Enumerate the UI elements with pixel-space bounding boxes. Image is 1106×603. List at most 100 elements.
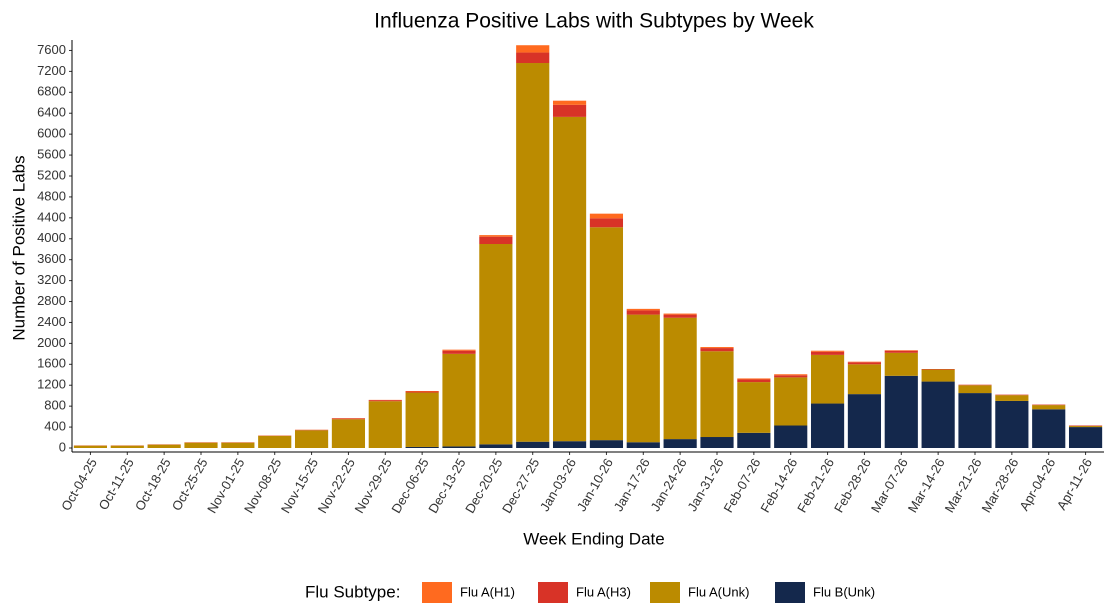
bar-segment bbox=[737, 378, 771, 380]
bar-segment bbox=[847, 364, 882, 395]
y-tick-label: 4400 bbox=[37, 209, 66, 224]
bar-segment bbox=[995, 394, 1029, 396]
bar-segment bbox=[958, 385, 992, 394]
y-tick-label: 2000 bbox=[37, 335, 66, 350]
bar-segment bbox=[1032, 404, 1066, 406]
bar-segment bbox=[294, 430, 329, 448]
bar-segment bbox=[774, 377, 808, 426]
bar-segment bbox=[847, 361, 882, 363]
bar-segment bbox=[884, 350, 918, 353]
bar-segment bbox=[589, 227, 624, 441]
bar-segment bbox=[479, 235, 513, 237]
bar-segment bbox=[147, 444, 181, 448]
y-tick-label: 5600 bbox=[37, 147, 66, 162]
x-tick-label: Jan-17-26 bbox=[611, 456, 653, 514]
bar-segment bbox=[442, 353, 476, 447]
y-tick-label: 1200 bbox=[37, 377, 66, 392]
x-axis-title: Week Ending Date bbox=[523, 529, 664, 548]
x-tick-label: Jan-10-26 bbox=[574, 456, 616, 514]
x-tick-label: Oct-04-25 bbox=[58, 456, 100, 514]
bar-segment bbox=[405, 446, 439, 448]
bar-segment bbox=[73, 445, 108, 448]
legend-swatch bbox=[538, 582, 568, 603]
bar-segment bbox=[442, 349, 476, 351]
bar-segment bbox=[1068, 426, 1103, 428]
bar-segment bbox=[552, 104, 587, 117]
y-tick-label: 7200 bbox=[37, 63, 66, 78]
x-tick-label: Mar-07-26 bbox=[868, 456, 911, 515]
y-tick-label: 4800 bbox=[37, 188, 66, 203]
legend-label: Flu A(Unk) bbox=[688, 584, 749, 599]
x-tick-label: Mar-28-26 bbox=[978, 456, 1021, 515]
x-tick-label: Feb-21-26 bbox=[794, 456, 837, 515]
bar-segment bbox=[663, 317, 697, 440]
x-tick-label: Oct-25-25 bbox=[169, 456, 211, 514]
y-tick-label: 4000 bbox=[37, 230, 66, 245]
bar-segment bbox=[110, 445, 144, 448]
bar-segment bbox=[663, 314, 697, 318]
bar-segment bbox=[626, 308, 660, 311]
bar-segment bbox=[737, 379, 771, 383]
bar-segment bbox=[700, 347, 734, 349]
bar-segment bbox=[516, 52, 550, 64]
x-tick-label: Jan-24-26 bbox=[647, 456, 689, 514]
legend-swatch bbox=[422, 582, 452, 603]
bar-segment bbox=[442, 350, 476, 354]
x-tick-label: Jan-03-26 bbox=[537, 456, 579, 514]
bar-segment bbox=[921, 369, 955, 382]
x-tick-label: Apr-04-26 bbox=[1016, 456, 1058, 514]
bar-segment bbox=[552, 116, 587, 442]
bar-segment bbox=[958, 393, 992, 448]
y-tick-label: 400 bbox=[44, 419, 66, 434]
bar-segment bbox=[774, 374, 808, 376]
bar-segment bbox=[958, 384, 992, 386]
legend-label: Flu A(H3) bbox=[576, 584, 631, 599]
bar-segment bbox=[774, 425, 808, 448]
y-tick-label: 5200 bbox=[37, 167, 66, 182]
x-tick-label: Feb-28-26 bbox=[831, 456, 874, 515]
bar-segment bbox=[884, 352, 918, 376]
bar-segment bbox=[516, 63, 550, 442]
bar-segment bbox=[1032, 405, 1066, 410]
bar-segment bbox=[552, 100, 587, 105]
bar-segment bbox=[331, 419, 366, 448]
bar-segment bbox=[589, 213, 624, 219]
y-tick-label: 7600 bbox=[37, 42, 66, 57]
bar-segment bbox=[847, 394, 882, 448]
bar-segment bbox=[995, 400, 1029, 448]
bar-segment bbox=[626, 442, 660, 448]
bar-segment bbox=[479, 236, 513, 244]
bar-segment bbox=[331, 418, 366, 420]
bar-segment bbox=[626, 314, 660, 443]
bar-segment bbox=[221, 442, 255, 448]
y-tick-label: 0 bbox=[59, 439, 66, 454]
x-tick-label: Apr-11-26 bbox=[1054, 456, 1095, 513]
bar-segment bbox=[663, 439, 697, 448]
bar-segment bbox=[442, 446, 476, 448]
y-tick-label: 6800 bbox=[37, 84, 66, 99]
y-tick-label: 6000 bbox=[37, 126, 66, 141]
y-tick-label: 3600 bbox=[37, 251, 66, 266]
bar-segment bbox=[516, 441, 550, 448]
y-tick-label: 2800 bbox=[37, 293, 66, 308]
bar-segment bbox=[626, 310, 660, 315]
bar-segment bbox=[516, 45, 550, 53]
bar-segment bbox=[1068, 425, 1103, 427]
x-tick-label: Mar-21-26 bbox=[942, 456, 985, 515]
legend-label: Flu A(H1) bbox=[460, 584, 515, 599]
bar-segment bbox=[1032, 409, 1066, 448]
bar-segment bbox=[810, 354, 845, 404]
chart-title: Influenza Positive Labs with Subtypes by… bbox=[374, 10, 814, 33]
y-tick-label: 3200 bbox=[37, 272, 66, 287]
x-tick-label: Oct-18-25 bbox=[132, 456, 174, 514]
bar-segment bbox=[405, 392, 439, 447]
bar-segment bbox=[737, 432, 771, 448]
legend-swatch bbox=[775, 582, 805, 603]
bar-segment bbox=[884, 375, 918, 448]
bar-segment bbox=[405, 391, 439, 393]
y-tick-label: 2400 bbox=[37, 314, 66, 329]
bar-segment bbox=[663, 313, 697, 315]
legend-title: Flu Subtype: bbox=[305, 582, 400, 601]
y-tick-label: 6400 bbox=[37, 105, 66, 120]
